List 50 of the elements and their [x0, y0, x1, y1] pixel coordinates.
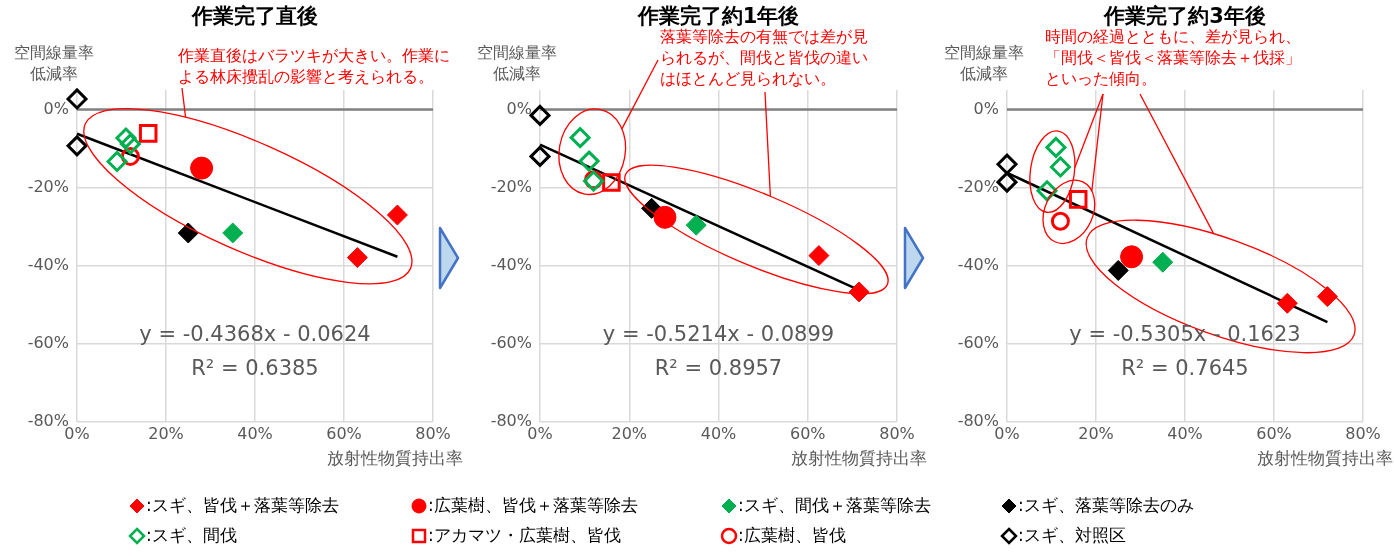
annotation: R² = 0.7645 [1120, 356, 1250, 380]
x-tick-label: 20% [611, 423, 648, 443]
x-tick-label: 40% [237, 423, 273, 443]
legend-label: :スギ、間伐＋落葉等除去 [738, 495, 931, 515]
y-tick-label: 0% [973, 98, 999, 118]
y-tick-label: 0% [43, 98, 69, 118]
annotation: R² = 0.6385 [190, 356, 320, 380]
chart-title: 作業完了約1年後 [636, 3, 801, 28]
y-tick-label: -40% [957, 254, 999, 274]
chart-title: 作業完了約3年後 [1102, 3, 1267, 29]
legend-label: :スギ、間伐 [146, 525, 237, 545]
y-tick-label: -20% [957, 176, 999, 196]
x-tick-label: 80% [879, 423, 915, 443]
x-tick-label: 60% [1256, 423, 1292, 443]
y-tick-label: -20% [490, 176, 532, 196]
y-tick-label: -40% [490, 254, 532, 274]
x-axis-title: 放射性物質持出率 [1256, 447, 1393, 470]
legend-label: :スギ、対照区 [1018, 525, 1126, 545]
x-axis-title: 放射性物質持出率 [790, 447, 927, 470]
legend-label: :スギ、落葉等除去のみ [1018, 495, 1194, 515]
x-tick-label: 20% [148, 423, 184, 443]
y-tick-label: -40% [27, 254, 69, 274]
legend-label: :広葉樹、皆伐 [738, 525, 846, 545]
text: 作業直後はバラツキが大きい。作業による林床攪乱の影響と考えられる。 [178, 45, 450, 87]
legend-label: :スギ、皆伐＋落葉等除去 [146, 495, 339, 515]
annotation: y = -0.5214x - 0.0899 [601, 322, 836, 346]
x-tick-label: 40% [1167, 423, 1203, 443]
y-tick-label: -60% [27, 333, 69, 353]
y-axis-title: 空間線量率低減率 [943, 42, 1025, 84]
x-axis-title: 放射性物質持出率 [326, 447, 463, 470]
legend-label: :広葉樹、皆伐＋落葉等除去 [428, 495, 638, 515]
x-tick-label: 40% [700, 423, 737, 443]
y-tick-label: -60% [957, 333, 999, 353]
annotation: y = -0.5305x - 0.1623 [1068, 322, 1302, 346]
x-tick-label: 80% [1345, 423, 1381, 443]
chart-title: 作業完了直後 [190, 3, 319, 30]
annotation: y = -0.4368x - 0.0624 [138, 322, 372, 346]
y-axis-title: 空間線量率低減率 [476, 42, 558, 84]
y-tick-label: -60% [490, 333, 532, 353]
y-axis-title: 空間線量率低減率 [13, 42, 95, 84]
text: 時間の経過とともに、差が見られ、「間伐＜皆伐＜落葉等除去＋伐採」といった傾向。 [1045, 27, 1302, 89]
annotation: R² = 0.8957 [653, 356, 784, 380]
x-tick-label: 60% [789, 423, 826, 443]
y-tick-label: -20% [27, 176, 69, 196]
y-tick-label: 0% [506, 98, 532, 118]
x-tick-label: 80% [415, 423, 451, 443]
text: 落葉等除去の有無では差が見られるが、間伐と皆伐の違いはほとんど見られない。 [660, 27, 869, 89]
x-tick-label: 20% [1078, 423, 1114, 443]
x-tick-label: 60% [326, 423, 362, 443]
legend-label: :アカマツ・広葉樹、皆伐 [428, 525, 621, 545]
